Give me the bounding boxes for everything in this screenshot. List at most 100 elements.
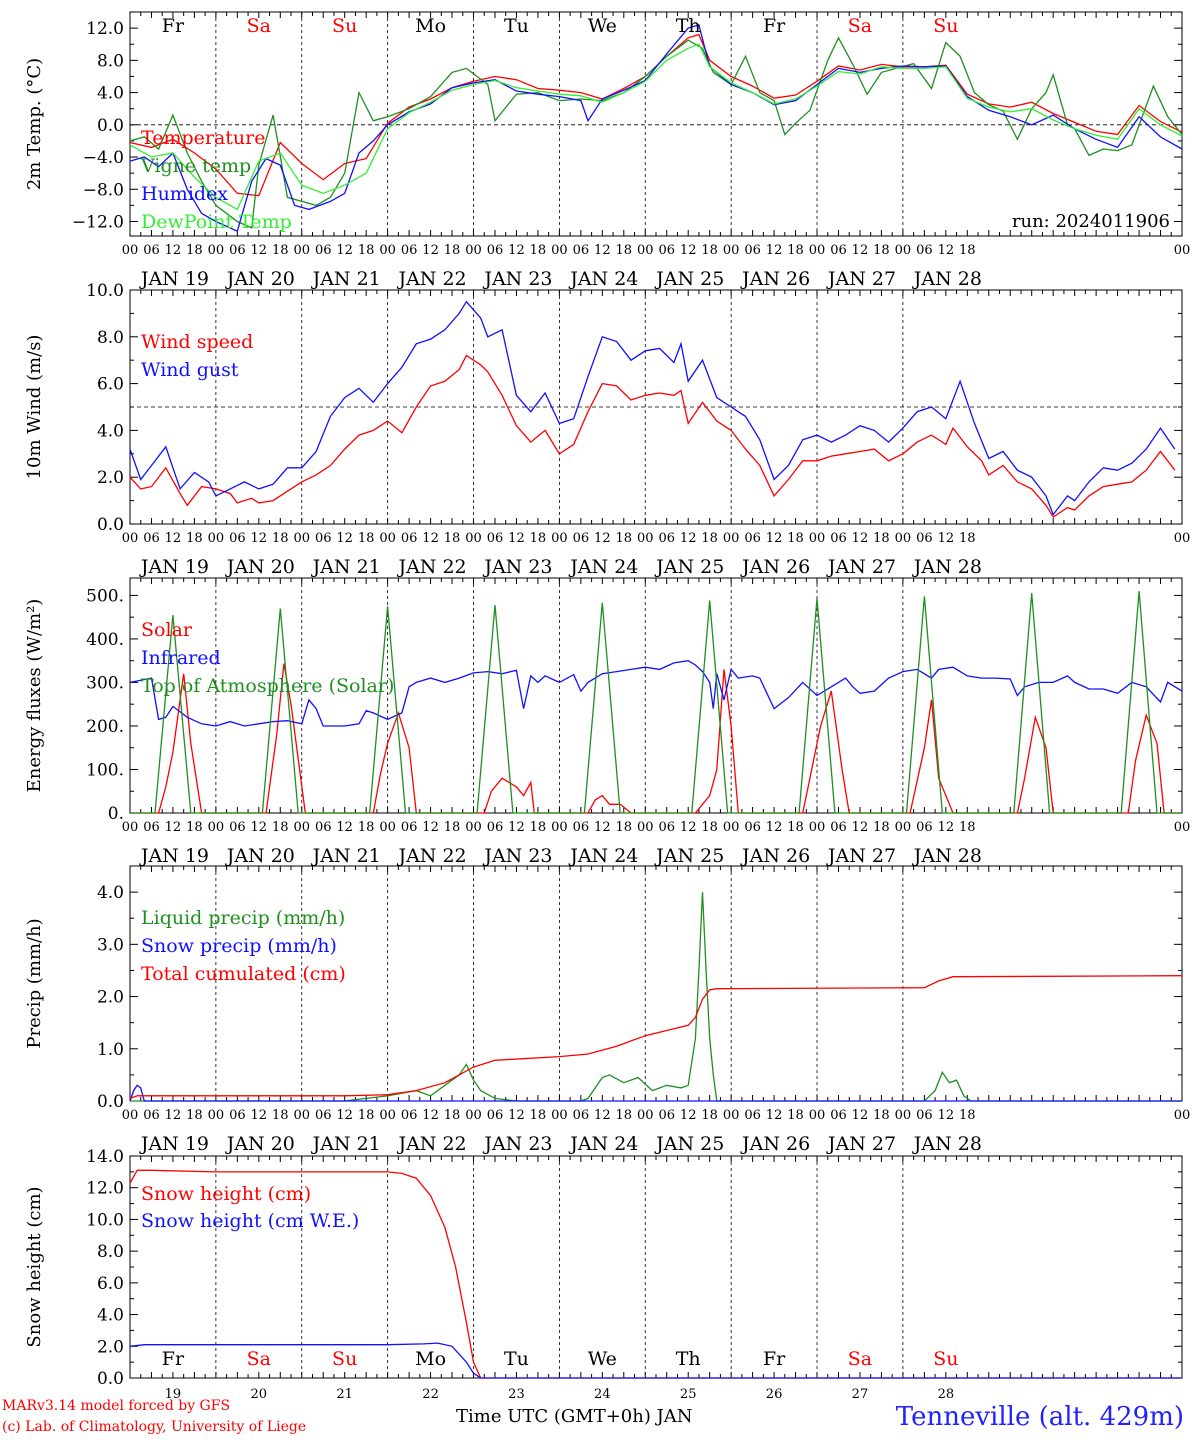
hour-tick-label: 18: [530, 243, 547, 258]
hour-tick-label: 06: [487, 531, 504, 546]
hour-tick-label: 00: [379, 531, 396, 546]
y-tick-label: −12.0: [72, 212, 124, 232]
y-tick-label: 3.0: [97, 935, 124, 955]
legend-entry: Solar: [141, 619, 193, 641]
day-name-label: Sa: [247, 1348, 271, 1370]
hour-tick-label: 18: [787, 243, 804, 258]
hour-tick-label: 12: [938, 243, 955, 258]
hour-tick-label: 00: [1174, 243, 1191, 258]
hour-tick-label: 00: [895, 1108, 912, 1123]
day-name-label: Fr: [763, 1348, 786, 1370]
date-label: JAN 26: [740, 556, 810, 578]
hour-tick-label: 18: [272, 1108, 289, 1123]
y-tick-label: 2.0: [97, 468, 124, 488]
hour-tick-label: 00: [293, 531, 310, 546]
hour-tick-label: 12: [165, 1108, 182, 1123]
day-number-label: 23: [508, 1387, 525, 1402]
date-label: JAN 20: [225, 1133, 295, 1155]
station-title: Tenneville (alt. 429m): [895, 1402, 1184, 1432]
hour-tick-label: 06: [143, 1108, 160, 1123]
hour-tick-label: 18: [530, 531, 547, 546]
hour-tick-label: 00: [895, 820, 912, 835]
y-axis-label: 10m Wind (m/s): [24, 335, 45, 480]
y-axis-label: 2m Temp. (°C): [24, 58, 45, 190]
hour-tick-label: 06: [830, 531, 847, 546]
hour-tick-label: 18: [873, 1108, 890, 1123]
chart-panel-1: 12.0 8.0 4.0 0.0 −4.0 −8.0 −12.0 2m Temp. (°C) T…: [24, 11, 1191, 290]
hour-tick-label: 18: [873, 820, 890, 835]
series-line-3: [129, 975, 1183, 1100]
day-name-label: Fr: [162, 15, 185, 37]
hour-tick-label: 06: [315, 1108, 332, 1123]
date-label: JAN 25: [654, 556, 724, 578]
hour-tick-label: 00: [379, 820, 396, 835]
run-label: run: 2024011906: [1012, 211, 1170, 232]
series-line-3: [130, 591, 1182, 814]
x-axis-label: Time UTC (GMT+0h) JAN: [456, 1406, 693, 1427]
y-tick-label: 12.0: [86, 1179, 124, 1199]
hour-tick-label: 18: [444, 531, 461, 546]
date-label: JAN 25: [654, 1133, 724, 1155]
series-line-2: [129, 1084, 1182, 1102]
hour-tick-label: 06: [229, 820, 246, 835]
hour-tick-label: 18: [444, 243, 461, 258]
date-label: JAN 24: [568, 556, 638, 578]
hour-tick-label: 18: [959, 1108, 976, 1123]
date-label: JAN 20: [225, 556, 295, 578]
series-line-2: [129, 1342, 1182, 1379]
hour-tick-label: 06: [487, 243, 504, 258]
model-credit: MARv3.14 model forced by GFS: [2, 1398, 231, 1414]
date-label: JAN 22: [396, 556, 466, 578]
y-tick-label: 0.0: [97, 1369, 124, 1389]
y-tick-label: 0.0: [97, 515, 124, 535]
day-name-label: Th: [676, 1348, 701, 1370]
hour-tick-label: 00: [122, 1108, 139, 1123]
hour-tick-label: 06: [401, 820, 418, 835]
date-label: JAN 20: [225, 845, 295, 867]
hour-tick-label: 00: [637, 1108, 654, 1123]
date-label: JAN 23: [482, 556, 552, 578]
hour-tick-label: 12: [165, 531, 182, 546]
hour-tick-label: 00: [122, 531, 139, 546]
hour-tick-label: 00: [293, 820, 310, 835]
hour-tick-label: 18: [272, 820, 289, 835]
date-label: JAN 28: [912, 556, 982, 578]
hour-tick-label: 06: [916, 531, 933, 546]
hour-tick-label: 06: [573, 531, 590, 546]
hour-tick-label: 06: [143, 243, 160, 258]
hour-tick-label: 18: [787, 1108, 804, 1123]
hour-tick-label: 06: [487, 820, 504, 835]
hour-tick-label: 06: [229, 531, 246, 546]
y-tick-label: 10.0: [86, 1210, 124, 1230]
hour-tick-label: 00: [293, 243, 310, 258]
chart-panel-5: 14.0 12.0 10.0 8.0 6.0 4.0 2.0 0.0 Snow height (…: [24, 1147, 1183, 1402]
y-tick-label: 14.0: [86, 1147, 124, 1167]
hour-tick-label: 06: [573, 243, 590, 258]
hour-tick-label: 06: [744, 243, 761, 258]
y-tick-label: 12.0: [86, 19, 124, 39]
hour-tick-label: 00: [465, 243, 482, 258]
hour-tick-label: 12: [680, 531, 697, 546]
hour-tick-label: 06: [573, 820, 590, 835]
hour-tick-label: 18: [959, 243, 976, 258]
hour-tick-label: 00: [551, 1108, 568, 1123]
legend-entry: Total cumulated (cm): [141, 963, 346, 985]
hour-tick-label: 18: [787, 820, 804, 835]
hour-tick-label: 00: [723, 820, 740, 835]
day-name-label: Fr: [162, 1348, 185, 1370]
hour-tick-label: 12: [766, 820, 783, 835]
series-line-1: [130, 663, 1182, 814]
hour-tick-label: 00: [809, 531, 826, 546]
y-tick-label: 100.: [86, 760, 124, 780]
date-label: JAN 21: [311, 1133, 381, 1155]
hour-tick-label: 12: [852, 243, 869, 258]
hour-tick-label: 12: [594, 1108, 611, 1123]
hour-tick-label: 12: [251, 820, 268, 835]
date-label: JAN 27: [826, 268, 896, 290]
hour-tick-label: 12: [594, 820, 611, 835]
y-tick-label: 6.0: [97, 1274, 124, 1294]
y-tick-label: 2.0: [97, 988, 124, 1008]
hour-tick-label: 00: [551, 243, 568, 258]
hour-tick-label: 06: [658, 243, 675, 258]
day-number-label: 24: [594, 1387, 611, 1402]
